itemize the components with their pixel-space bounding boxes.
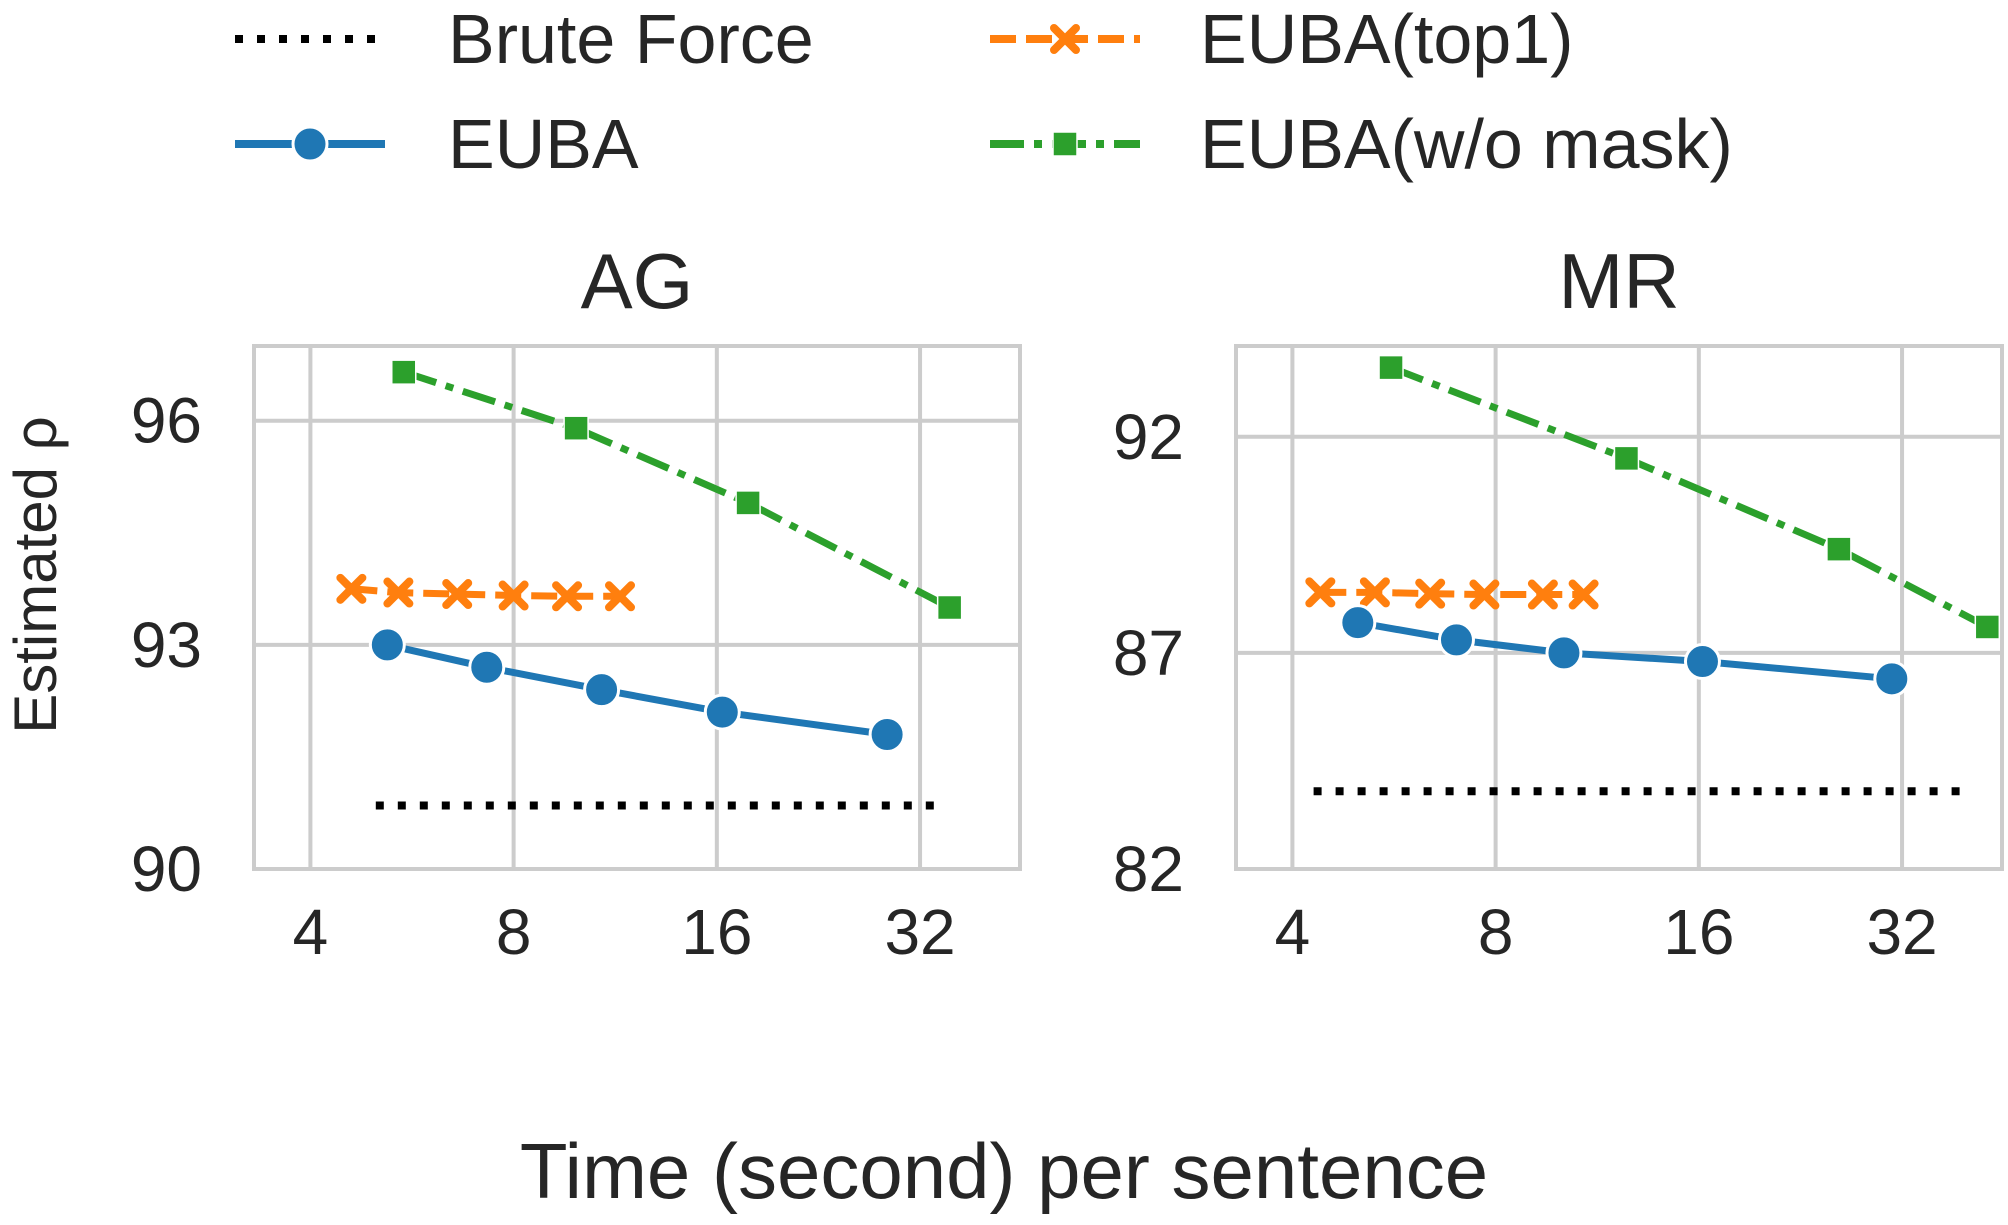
series-euba: [1339, 604, 1911, 698]
data-point: [583, 671, 621, 709]
x-tick-label: 16: [681, 896, 752, 968]
data-point: [1826, 536, 1852, 562]
x-tick-label: 32: [1866, 896, 1937, 968]
y-axis-label: Estimated ρ: [2, 416, 69, 734]
x-tick-label: 4: [1275, 896, 1311, 968]
series-euba-top1: [1305, 577, 1599, 610]
data-point: [563, 415, 589, 441]
series-euba-top1: [336, 573, 636, 612]
legend-label: EUBA: [448, 105, 639, 183]
data-point: [1378, 354, 1404, 381]
data-point: [1469, 579, 1500, 610]
x-tick-label: 32: [884, 896, 955, 968]
series-euba-w-o-mask: [1378, 354, 2001, 640]
panel-title: AG: [581, 237, 694, 325]
data-point: [468, 648, 506, 686]
plot-background: [254, 346, 1020, 869]
data-point: [1305, 577, 1336, 608]
data-point: [336, 573, 367, 604]
data-point: [1437, 621, 1475, 659]
legend-entry-euba: EUBA: [235, 105, 639, 183]
data-point: [1568, 579, 1599, 610]
data-point: [498, 580, 529, 611]
legend-marker-square: [1052, 131, 1078, 157]
data-point: [703, 693, 741, 731]
panel-mr: 4 8 16 32 82 87 92 MR: [1113, 237, 2004, 968]
legend-label: EUBA(top1): [1200, 0, 1573, 78]
y-tick-label: 87: [1113, 617, 1184, 689]
data-point: [1359, 577, 1390, 608]
data-point: [1613, 445, 1640, 472]
legend-label: EUBA(w/o mask): [1200, 105, 1733, 183]
plot-frame: [1234, 344, 2004, 871]
series-euba: [368, 626, 906, 754]
x-axis-label: Time (second) per sentence: [520, 1127, 1488, 1215]
data-point: [442, 579, 473, 610]
data-point: [1339, 604, 1377, 642]
data-point: [1527, 579, 1558, 610]
y-tick-label: 82: [1113, 833, 1184, 905]
data-point: [868, 716, 906, 754]
data-point: [1974, 614, 2001, 640]
series-line: [351, 585, 620, 600]
y-tick-label: 92: [1113, 401, 1184, 473]
y-tick-label: 93: [131, 609, 202, 681]
data-point: [1683, 643, 1721, 681]
x-tick-label: 4: [293, 896, 329, 968]
panel-title: MR: [1558, 237, 1679, 325]
data-point: [391, 359, 417, 385]
data-point: [936, 594, 963, 621]
y-tick-label: 96: [131, 385, 202, 457]
data-point: [368, 626, 406, 664]
x-tick-label: 8: [1478, 896, 1514, 968]
legend-marker-circle: [291, 125, 329, 163]
plot-frame: [252, 344, 1022, 871]
data-point: [735, 490, 761, 516]
legend-label: Brute Force: [448, 0, 814, 78]
y-tick-label: 90: [131, 833, 202, 905]
series-line: [402, 368, 952, 611]
chart-panels: 4 8 16 32 90 93 96 AG 4 8 16 32 82 87 92 MR: [131, 237, 2004, 968]
legend: Brute Force EUBA(top1) EUBA EUBA(w/o mask): [235, 0, 1733, 183]
panel-ag: 4 8 16 32 90 93 96 AG: [131, 237, 1022, 968]
data-point: [552, 581, 583, 612]
series-line: [1320, 588, 1584, 598]
legend-entry-brute-force: Brute Force: [235, 0, 814, 78]
legend-marker-x: [1050, 24, 1080, 54]
legend-entry-euba-w-o-mask: EUBA(w/o mask): [990, 105, 1733, 183]
data-point: [1545, 634, 1583, 672]
series-line: [1389, 364, 1989, 631]
x-tick-label: 16: [1663, 896, 1734, 968]
x-tick-label: 8: [496, 896, 532, 968]
data-point: [383, 577, 414, 608]
data-point: [1415, 578, 1446, 609]
data-point: [1873, 660, 1911, 698]
data-point: [605, 581, 636, 612]
series-euba-w-o-mask: [391, 359, 963, 621]
legend-entry-euba-top1: EUBA(top1): [990, 0, 1573, 78]
